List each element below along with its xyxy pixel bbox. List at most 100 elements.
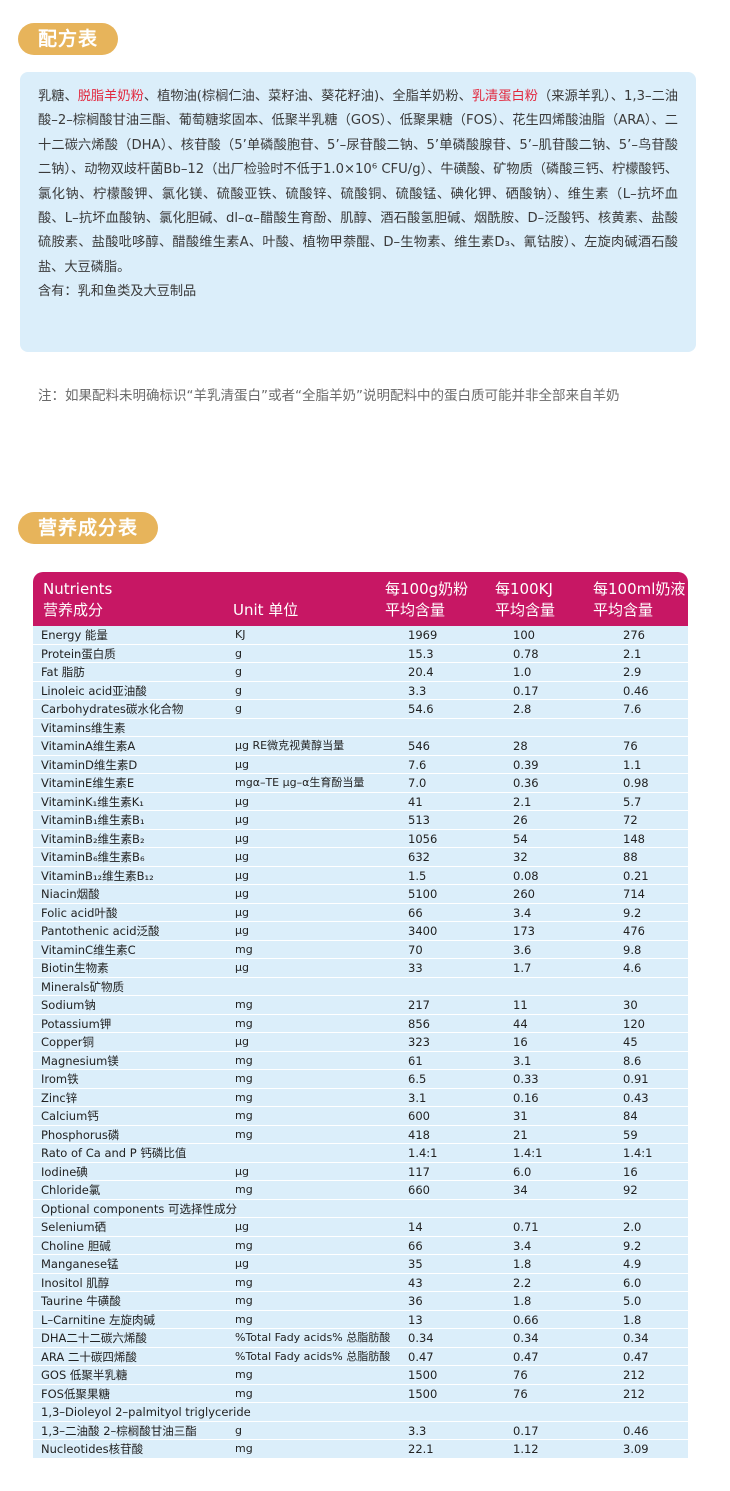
value-per-100kj: 54 xyxy=(513,831,528,846)
value-per-100kj: 34 xyxy=(513,1183,528,1197)
nutrient-unit: μg xyxy=(235,887,249,900)
value-per-100kj: 1.0 xyxy=(513,665,532,679)
nutrient-name: Manganese锰 xyxy=(41,1257,119,1271)
nutrient-name: Phosphorus磷 xyxy=(41,1127,120,1142)
value-per-100ml: 0.21 xyxy=(623,868,649,883)
nutrient-unit: g xyxy=(235,1423,242,1437)
table-row: Iodine碘 μg 117 6.0 16 xyxy=(33,1163,688,1181)
value-per-100kj: 0.33 xyxy=(513,1072,539,1086)
value-per-100ml: 5.7 xyxy=(623,794,642,809)
table-row: VitaminB₂维生素B₂ μg 1056 54 148 xyxy=(33,830,688,848)
value-per-100g: 546 xyxy=(408,739,430,753)
value-per-100kj: 100 xyxy=(513,628,535,642)
nutrient-name: Fat 脂肪 xyxy=(41,665,85,679)
value-per-100kj: 1.7 xyxy=(513,961,532,975)
value-per-100ml: 120 xyxy=(623,1016,645,1031)
value-per-100kj: 26 xyxy=(513,813,528,827)
header-per100g-line1: 每100g奶粉 xyxy=(385,580,469,598)
value-per-100g: 217 xyxy=(408,998,430,1012)
table-row: Irom铁 mg 6.5 0.33 0.91 xyxy=(33,1070,688,1089)
value-per-100ml: 16 xyxy=(623,1164,638,1179)
table-row: VitaminK₁维生素K₁ μg 41 2.1 5.7 xyxy=(33,793,688,811)
nutrient-unit: μg xyxy=(235,794,249,808)
nutrient-name: Irom铁 xyxy=(41,1072,79,1086)
value-per-100g: 3400 xyxy=(408,924,438,938)
header-per100ml-line1: 每100ml奶液 xyxy=(593,580,686,598)
nutrient-unit: mg xyxy=(235,1109,253,1122)
nutrient-unit: %Total Fady acids% 总脂肪酸 xyxy=(235,1349,391,1363)
value-per-100ml: 4.9 xyxy=(623,1257,642,1271)
value-per-100g: 513 xyxy=(408,813,430,827)
table-row: VitaminC维生素C mg 70 3.6 9.8 xyxy=(33,941,688,959)
nutrient-name: VitaminE维生素E xyxy=(41,776,135,790)
nutrient-name: Optional components 可选择性成分 xyxy=(41,1201,237,1216)
value-per-100ml: 8.6 xyxy=(623,1053,642,1068)
value-per-100kj: 0.39 xyxy=(513,757,539,772)
value-per-100g: 7.0 xyxy=(408,776,427,790)
nutrient-name: VitaminB₂维生素B₂ xyxy=(41,831,145,846)
nutrient-name: Magnesium镁 xyxy=(41,1053,119,1068)
nutrient-name: Rato of Ca and P 钙磷比值 xyxy=(41,1146,187,1160)
nutrient-unit: g xyxy=(235,646,242,660)
value-per-100g: 1969 xyxy=(408,628,438,642)
value-per-100ml: 92 xyxy=(623,1183,638,1197)
table-row: Niacin烟酸 μg 5100 260 714 xyxy=(33,885,688,904)
nutrition-table-body: Energy 能量 KJ 1969 100 276 Protein蛋白质 g 15.3 0.78… xyxy=(33,626,688,1459)
value-per-100ml: 4.6 xyxy=(623,961,642,975)
table-row: DHA二十二碳六烯酸 %Total Fady acids% 总脂肪酸 0.34 0.3… xyxy=(33,1329,688,1348)
nutrient-name: VitaminA维生素A xyxy=(41,739,136,753)
value-per-100ml: 1.4:1 xyxy=(623,1146,653,1160)
table-row: Manganese锰 μg 35 1.8 4.9 xyxy=(33,1255,688,1274)
table-row: Choline 胆碱 mg 66 3.4 9.2 xyxy=(33,1237,688,1255)
value-per-100g: 22.1 xyxy=(408,1442,434,1456)
value-per-100ml: 72 xyxy=(623,813,638,827)
nutrient-unit: mg xyxy=(235,1368,253,1381)
value-per-100kj: 28 xyxy=(513,739,528,753)
nutrient-unit: KJ xyxy=(235,628,246,641)
table-row: Energy 能量 KJ 1969 100 276 xyxy=(33,626,688,645)
value-per-100kj: 0.17 xyxy=(513,1423,539,1438)
value-per-100g: 14 xyxy=(408,1220,423,1234)
value-per-100ml: 212 xyxy=(623,1386,645,1401)
nutrient-name: Iodine碘 xyxy=(41,1164,88,1179)
value-per-100ml: 5.0 xyxy=(623,1294,642,1308)
nutrient-name: DHA二十二碳六烯酸 xyxy=(41,1331,147,1345)
value-per-100g: 3.3 xyxy=(408,1423,427,1438)
value-per-100ml: 0.46 xyxy=(623,683,649,698)
value-per-100g: 43 xyxy=(408,1275,423,1290)
nutrient-unit: mg xyxy=(235,998,253,1011)
table-row: Optional components 可选择性成分 xyxy=(33,1200,688,1218)
value-per-100kj: 3.1 xyxy=(513,1053,532,1068)
value-per-100kj: 3.4 xyxy=(513,905,532,920)
nutrient-unit: μg xyxy=(235,1164,249,1178)
table-row: Vitamins维生素 xyxy=(33,719,688,737)
nutrient-name: Chloride氯 xyxy=(41,1183,101,1197)
value-per-100ml: 3.09 xyxy=(623,1442,649,1456)
value-per-100kj: 1.12 xyxy=(513,1442,539,1456)
value-per-100ml: 7.6 xyxy=(623,702,642,716)
nutrient-unit: mg xyxy=(235,1183,253,1196)
value-per-100ml: 6.0 xyxy=(623,1275,642,1290)
header-unit: Unit 单位 xyxy=(233,601,299,619)
table-row: Folic acid叶酸 μg 66 3.4 9.2 xyxy=(33,904,688,922)
nutrient-name: VitaminB₆维生素B₆ xyxy=(41,850,145,864)
ingredient-highlight: 脱脂羊奶粉 xyxy=(77,89,144,104)
value-per-100ml: 714 xyxy=(623,887,645,901)
nutrient-name: Choline 胆碱 xyxy=(41,1238,111,1253)
nutrient-unit: mg xyxy=(235,1238,253,1252)
nutrient-unit: μg xyxy=(235,924,249,937)
nutrient-unit: mg xyxy=(235,1072,253,1085)
value-per-100ml: 9.2 xyxy=(623,1238,642,1253)
nutrient-unit: μg xyxy=(235,1035,249,1048)
nutrient-unit: mgα–TE μg–α生育酚当量 xyxy=(235,776,365,789)
nutrient-name: VitaminD维生素D xyxy=(41,757,138,772)
table-row: Minerals矿物质 xyxy=(33,978,688,996)
value-per-100ml: 1.8 xyxy=(623,1312,642,1327)
value-per-100ml: 30 xyxy=(623,998,638,1012)
nutrient-name: VitaminB₁₂维生素B₁₂ xyxy=(41,868,154,883)
value-per-100g: 323 xyxy=(408,1035,430,1049)
nutrient-name: Protein蛋白质 xyxy=(41,646,116,661)
value-per-100ml: 0.47 xyxy=(623,1349,649,1364)
value-per-100kj: 6.0 xyxy=(513,1164,532,1179)
nutrient-unit: mg xyxy=(235,1275,253,1289)
